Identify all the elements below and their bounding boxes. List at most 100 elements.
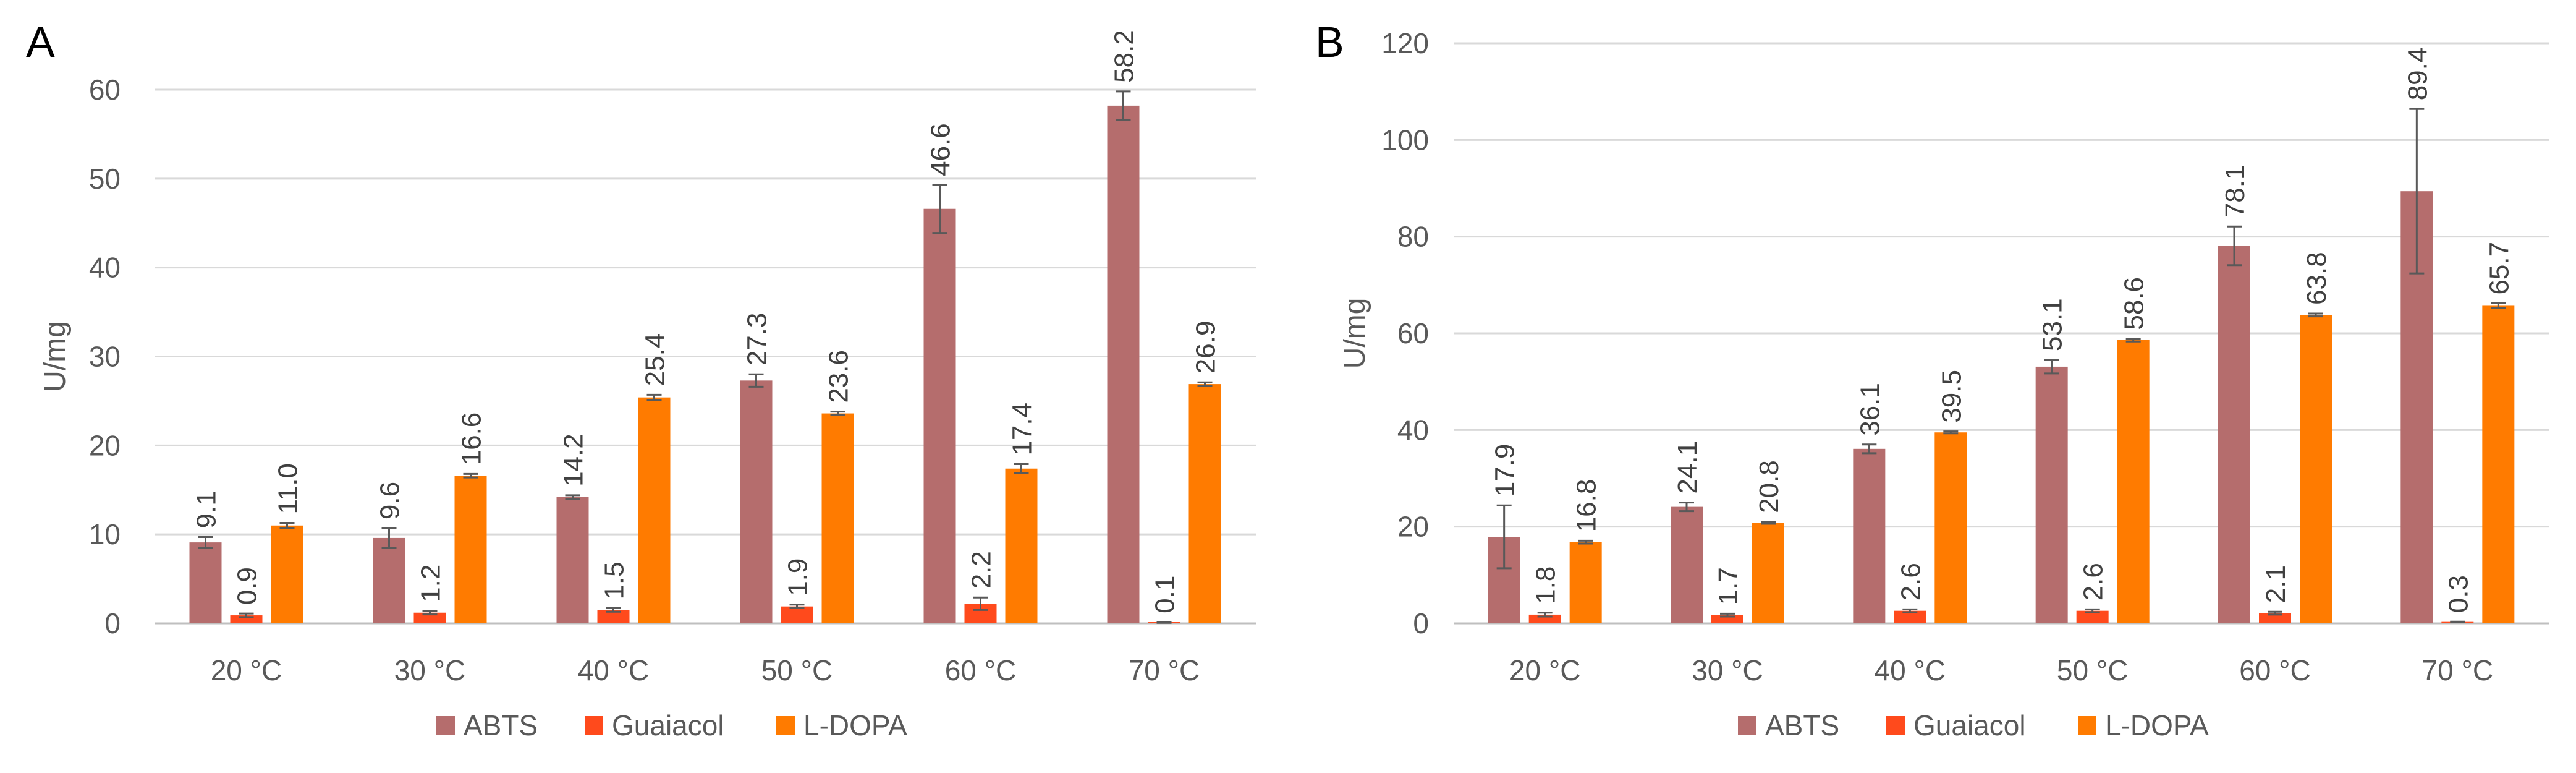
panel-a: A 0 10 20 30 40 50 60 U/mg 20 °C 9.1 0.9 11.0 30 °C 9.…: [26, 18, 1256, 741]
panel-b-data-label: 24.1: [1672, 441, 1703, 494]
panel-b-bar-abts: [2218, 246, 2250, 624]
panel-b-legend-swatch-guaiacol: [1886, 716, 1905, 735]
panel-a-letter: A: [26, 18, 55, 66]
panel-b-bar-abts: [1853, 448, 1886, 623]
panel-b-data-label: 53.1: [2038, 298, 2068, 351]
panel-a-x-tick-label: 40 °C: [578, 654, 650, 686]
panel-a-data-label: 1.5: [600, 562, 630, 599]
panel-b-bar-l-dopa: [1569, 542, 1602, 623]
panel-a-bar-l-dopa: [454, 476, 487, 623]
panel-a-data-label: 0.1: [1150, 576, 1180, 613]
panel-a-data-label: 27.3: [742, 313, 773, 366]
panel-b-data-label: 65.7: [2484, 242, 2514, 295]
panel-a-bar-guaiacol: [413, 612, 446, 623]
panel-a-y-tick-label: 50: [89, 163, 121, 195]
panel-a-data-label: 2.2: [967, 551, 997, 589]
panel-a-data-label: 1.2: [416, 565, 446, 602]
panel-b-data-label: 2.1: [2261, 565, 2291, 603]
panel-a-bar-guaiacol: [781, 606, 813, 623]
panel-b-bar-l-dopa: [2482, 305, 2515, 623]
panel-a-data-label: 25.4: [640, 333, 671, 386]
panel-b-letter: B: [1315, 18, 1344, 66]
panel-b-data-label: 16.8: [1572, 479, 1602, 532]
panel-b-bar-l-dopa: [1752, 523, 1784, 623]
panel-b-x-tick-label: 70 °C: [2422, 654, 2494, 686]
panel-b-bar-guaiacol: [2076, 610, 2109, 623]
panel-a-y-tick-label: 40: [89, 252, 121, 284]
panel-a-y-tick-label: 10: [89, 518, 121, 550]
panel-b-y-tick-label: 40: [1397, 414, 1429, 446]
panel-a-data-label: 16.6: [457, 412, 487, 466]
panel-a-data-label: 0.9: [232, 567, 263, 605]
panel-a-legend-swatch-l-dopa: [776, 716, 795, 735]
panel-a-data-label: 11.0: [273, 463, 303, 514]
panel-a-data-label: 9.1: [192, 490, 222, 528]
panel-a-legend-label-abts: ABTS: [464, 709, 538, 741]
panel-b-x-tick-label: 60 °C: [2239, 654, 2311, 686]
panel-b-data-label: 20.8: [1754, 460, 1784, 513]
panel-a-data-label: 46.6: [926, 123, 956, 176]
panel-b-legend-label-guaiacol: Guaiacol: [1913, 709, 2026, 741]
panel-a-y-axis-title: U/mg: [39, 321, 72, 392]
panel-a-data-label: 23.6: [824, 350, 854, 403]
panel-a-legend-label-guaiacol: Guaiacol: [612, 709, 724, 741]
panel-a-x-tick-label: 70 °C: [1129, 654, 1200, 686]
panel-a-legend-swatch-abts: [436, 716, 455, 735]
panel-b-data-label: 17.9: [1490, 444, 1520, 497]
panel-b-bar-guaiacol: [2259, 613, 2291, 623]
panel-b-legend-swatch-abts: [1738, 716, 1756, 735]
panel-a-bar-l-dopa: [638, 397, 671, 623]
panel-a-data-label: 26.9: [1191, 321, 1221, 374]
panel-b-data-label: 89.4: [2402, 48, 2433, 101]
panel-b: B 0 20 40 60 80 100 120 U/mg 20 °C 17.9 1.8 16.8 30 °…: [1315, 18, 2549, 741]
panel-b-y-tick-label: 100: [1381, 124, 1429, 156]
panel-a-bar-l-dopa: [1188, 384, 1221, 623]
panel-a-legend-swatch-guaiacol: [585, 716, 603, 735]
panel-a-data-label: 1.9: [783, 558, 813, 596]
panel-a-data-label: 14.2: [559, 433, 589, 487]
panel-b-data-label: 58.6: [2119, 277, 2150, 330]
panel-a-y-tick-label: 0: [104, 607, 121, 639]
panel-a-bar-l-dopa: [1005, 468, 1038, 623]
panel-b-bar-l-dopa: [2300, 315, 2332, 623]
panel-a-bar-guaiacol: [597, 610, 630, 623]
panel-a-bar-abts: [556, 497, 589, 623]
panel-b-y-tick-label: 120: [1381, 27, 1429, 59]
panel-b-y-tick-label: 60: [1397, 317, 1429, 349]
panel-a-data-label: 58.2: [1109, 30, 1140, 83]
panel-b-y-tick-label: 80: [1397, 221, 1429, 253]
panel-b-data-label: 63.8: [2302, 252, 2332, 305]
panel-b-x-tick-label: 50 °C: [2057, 654, 2129, 686]
panel-a-x-tick-label: 60 °C: [945, 654, 1017, 686]
panel-b-data-label: 2.6: [2078, 563, 2109, 600]
panel-b-legend-label-l-dopa: L-DOPA: [2105, 709, 2209, 741]
panel-b-x-tick-label: 20 °C: [1509, 654, 1581, 686]
panel-b-bar-abts: [2035, 366, 2068, 623]
panel-b-legend-label-abts: ABTS: [1765, 709, 1839, 741]
panel-a-x-tick-label: 50 °C: [761, 654, 833, 686]
panel-a-bar-abts: [373, 537, 405, 623]
panel-b-y-tick-label: 0: [1413, 607, 1429, 639]
panel-a-y-tick-label: 20: [89, 429, 121, 461]
panel-b-data-label: 1.7: [1713, 567, 1743, 605]
panel-a-bar-guaiacol: [230, 615, 263, 623]
panel-b-bar-guaiacol: [1528, 614, 1561, 623]
panel-a-x-tick-label: 30 °C: [394, 654, 466, 686]
panel-b-bar-guaiacol: [1711, 615, 1743, 623]
panel-a-bar-abts: [740, 380, 773, 623]
panel-b-x-tick-label: 30 °C: [1692, 654, 1763, 686]
panel-b-data-label: 78.1: [2220, 165, 2250, 218]
panel-b-data-label: 39.5: [1936, 370, 1967, 423]
panel-b-bar-guaiacol: [1894, 610, 1926, 623]
panel-a-bar-abts: [189, 542, 222, 623]
panel-b-data-label: 2.6: [1896, 563, 1926, 600]
panel-a-y-tick-label: 60: [89, 74, 121, 106]
panel-a-bar-l-dopa: [821, 413, 854, 623]
panel-b-data-label: 0.3: [2443, 575, 2473, 613]
panel-b-bar-abts: [1671, 506, 1703, 623]
panel-b-bar-l-dopa: [1934, 432, 1967, 623]
panel-b-y-tick-label: 20: [1397, 511, 1429, 543]
panel-a-y-tick-label: 30: [89, 341, 121, 373]
panel-a-legend-label-l-dopa: L-DOPA: [803, 709, 907, 741]
panel-a-bar-abts: [923, 208, 956, 623]
